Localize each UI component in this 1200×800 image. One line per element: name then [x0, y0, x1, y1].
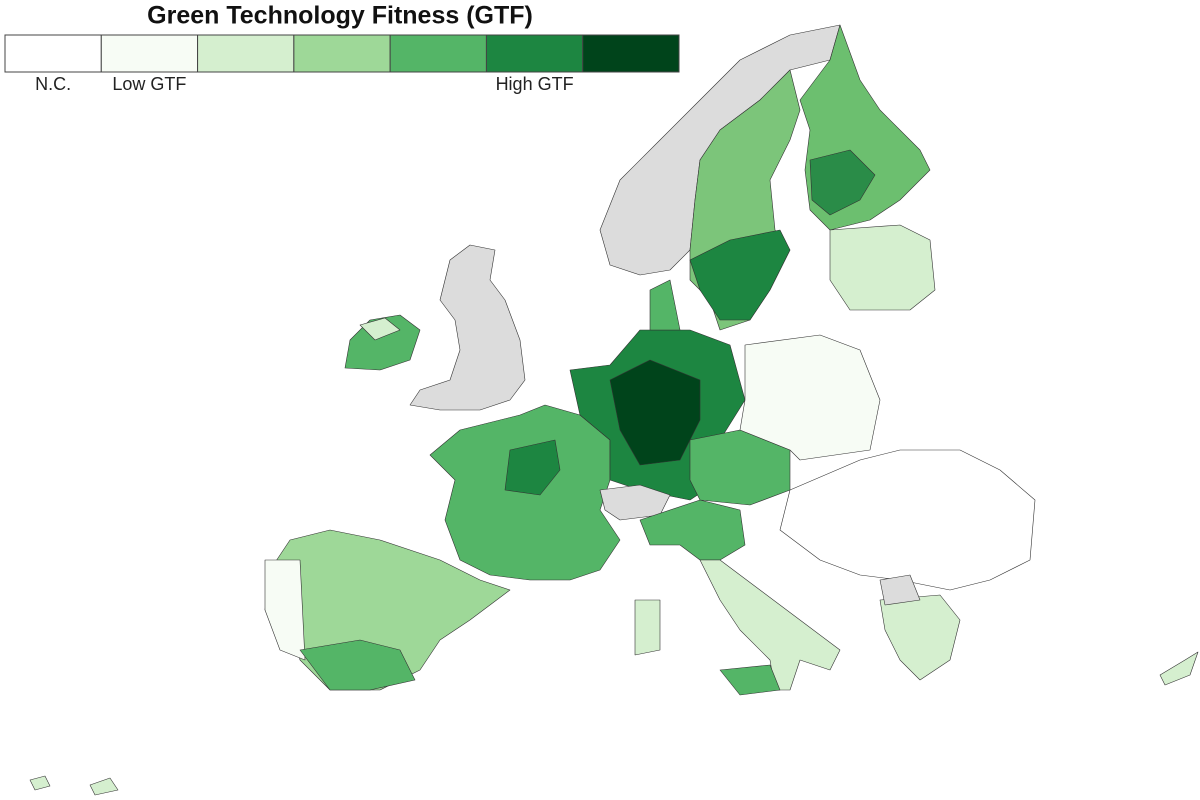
legend-label: Low GTF	[112, 74, 186, 94]
legend-swatch	[485, 34, 584, 73]
region	[89, 777, 119, 796]
map	[29, 24, 1199, 796]
region	[879, 594, 961, 681]
region	[264, 559, 306, 661]
region	[634, 599, 661, 656]
region	[719, 664, 781, 696]
region	[809, 149, 876, 216]
region	[689, 229, 791, 321]
region	[1159, 651, 1199, 686]
region	[29, 775, 51, 791]
region	[779, 449, 1036, 591]
legend-swatch	[389, 34, 487, 73]
legend-swatch	[100, 34, 199, 73]
region	[649, 279, 681, 331]
legend-swatch	[4, 34, 102, 73]
legend-swatch	[582, 34, 680, 73]
region	[739, 334, 881, 461]
region	[409, 244, 526, 411]
legend-label: N.C.	[35, 74, 71, 94]
region	[829, 224, 936, 311]
legend-label: High GTF	[496, 74, 574, 94]
legend-title: Green Technology Fitness (GTF)	[147, 2, 533, 30]
legend-swatch	[197, 34, 295, 73]
region	[299, 639, 416, 691]
region	[879, 574, 921, 606]
legend: N.C. Low GTF High GTF	[4, 34, 680, 94]
legend-swatch	[293, 34, 391, 73]
region	[699, 559, 841, 691]
region	[359, 317, 401, 341]
region	[504, 439, 561, 496]
